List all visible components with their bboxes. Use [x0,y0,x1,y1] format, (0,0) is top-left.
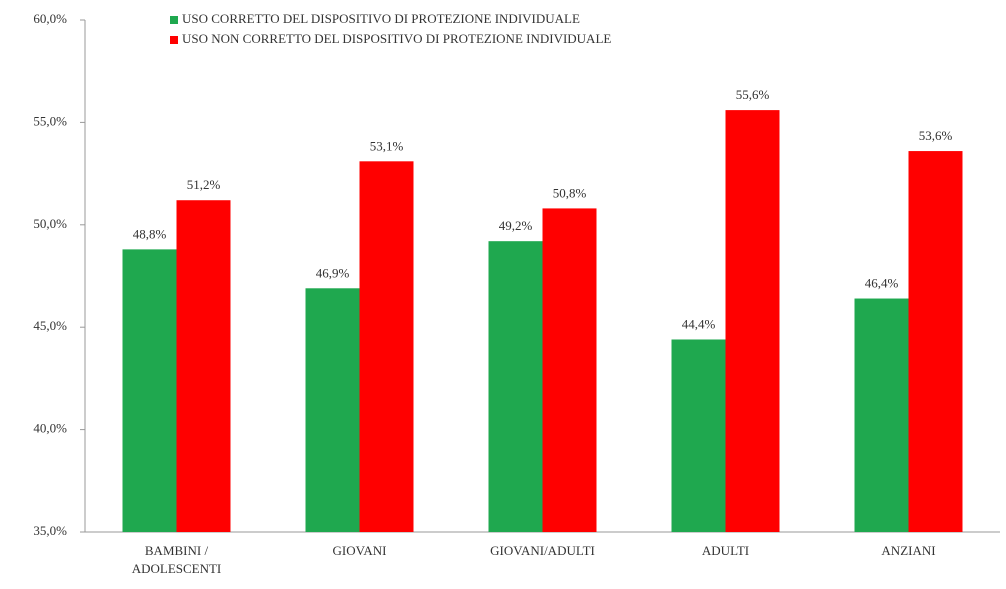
data-label: 46,4% [865,276,899,291]
y-tick-label: 40,0% [33,421,67,436]
legend-swatch [170,36,178,44]
bar [488,241,543,532]
data-label: 49,2% [499,218,533,233]
bar [122,249,177,532]
data-label: 46,9% [316,265,350,280]
x-tick-label: ANZIANI [881,543,936,558]
y-tick-label: 45,0% [33,318,67,333]
data-label: 53,6% [919,128,953,143]
data-label: 51,2% [187,177,221,192]
legend-label: USO CORRETTO DEL DISPOSITIVO DI PROTEZIO… [182,11,580,26]
data-label: 55,6% [736,87,770,102]
data-label: 44,4% [682,316,716,331]
x-tick-label: BAMBINI / ADOLESCENTI [131,543,222,576]
y-tick-label: 60,0% [33,11,67,26]
bar [725,110,780,532]
y-tick-label: 55,0% [33,113,67,128]
x-tick-label: GIOVANI [332,543,387,558]
y-tick-label: 35,0% [33,523,67,538]
data-label: 53,1% [370,138,404,153]
bar [359,161,414,532]
bar [176,200,231,532]
x-tick-label: ADULTI [701,543,750,558]
bar [671,339,726,532]
data-label: 48,8% [133,226,167,241]
bar [854,298,909,532]
x-tick-label: GIOVANI/ADULTI [490,543,595,558]
data-label: 50,8% [553,185,587,200]
bar [908,151,963,532]
legend-swatch [170,16,178,24]
legend-label: USO NON CORRETTO DEL DISPOSITIVO DI PROT… [182,31,611,46]
y-tick-label: 50,0% [33,216,67,231]
bar [305,288,360,532]
bar [542,208,597,532]
